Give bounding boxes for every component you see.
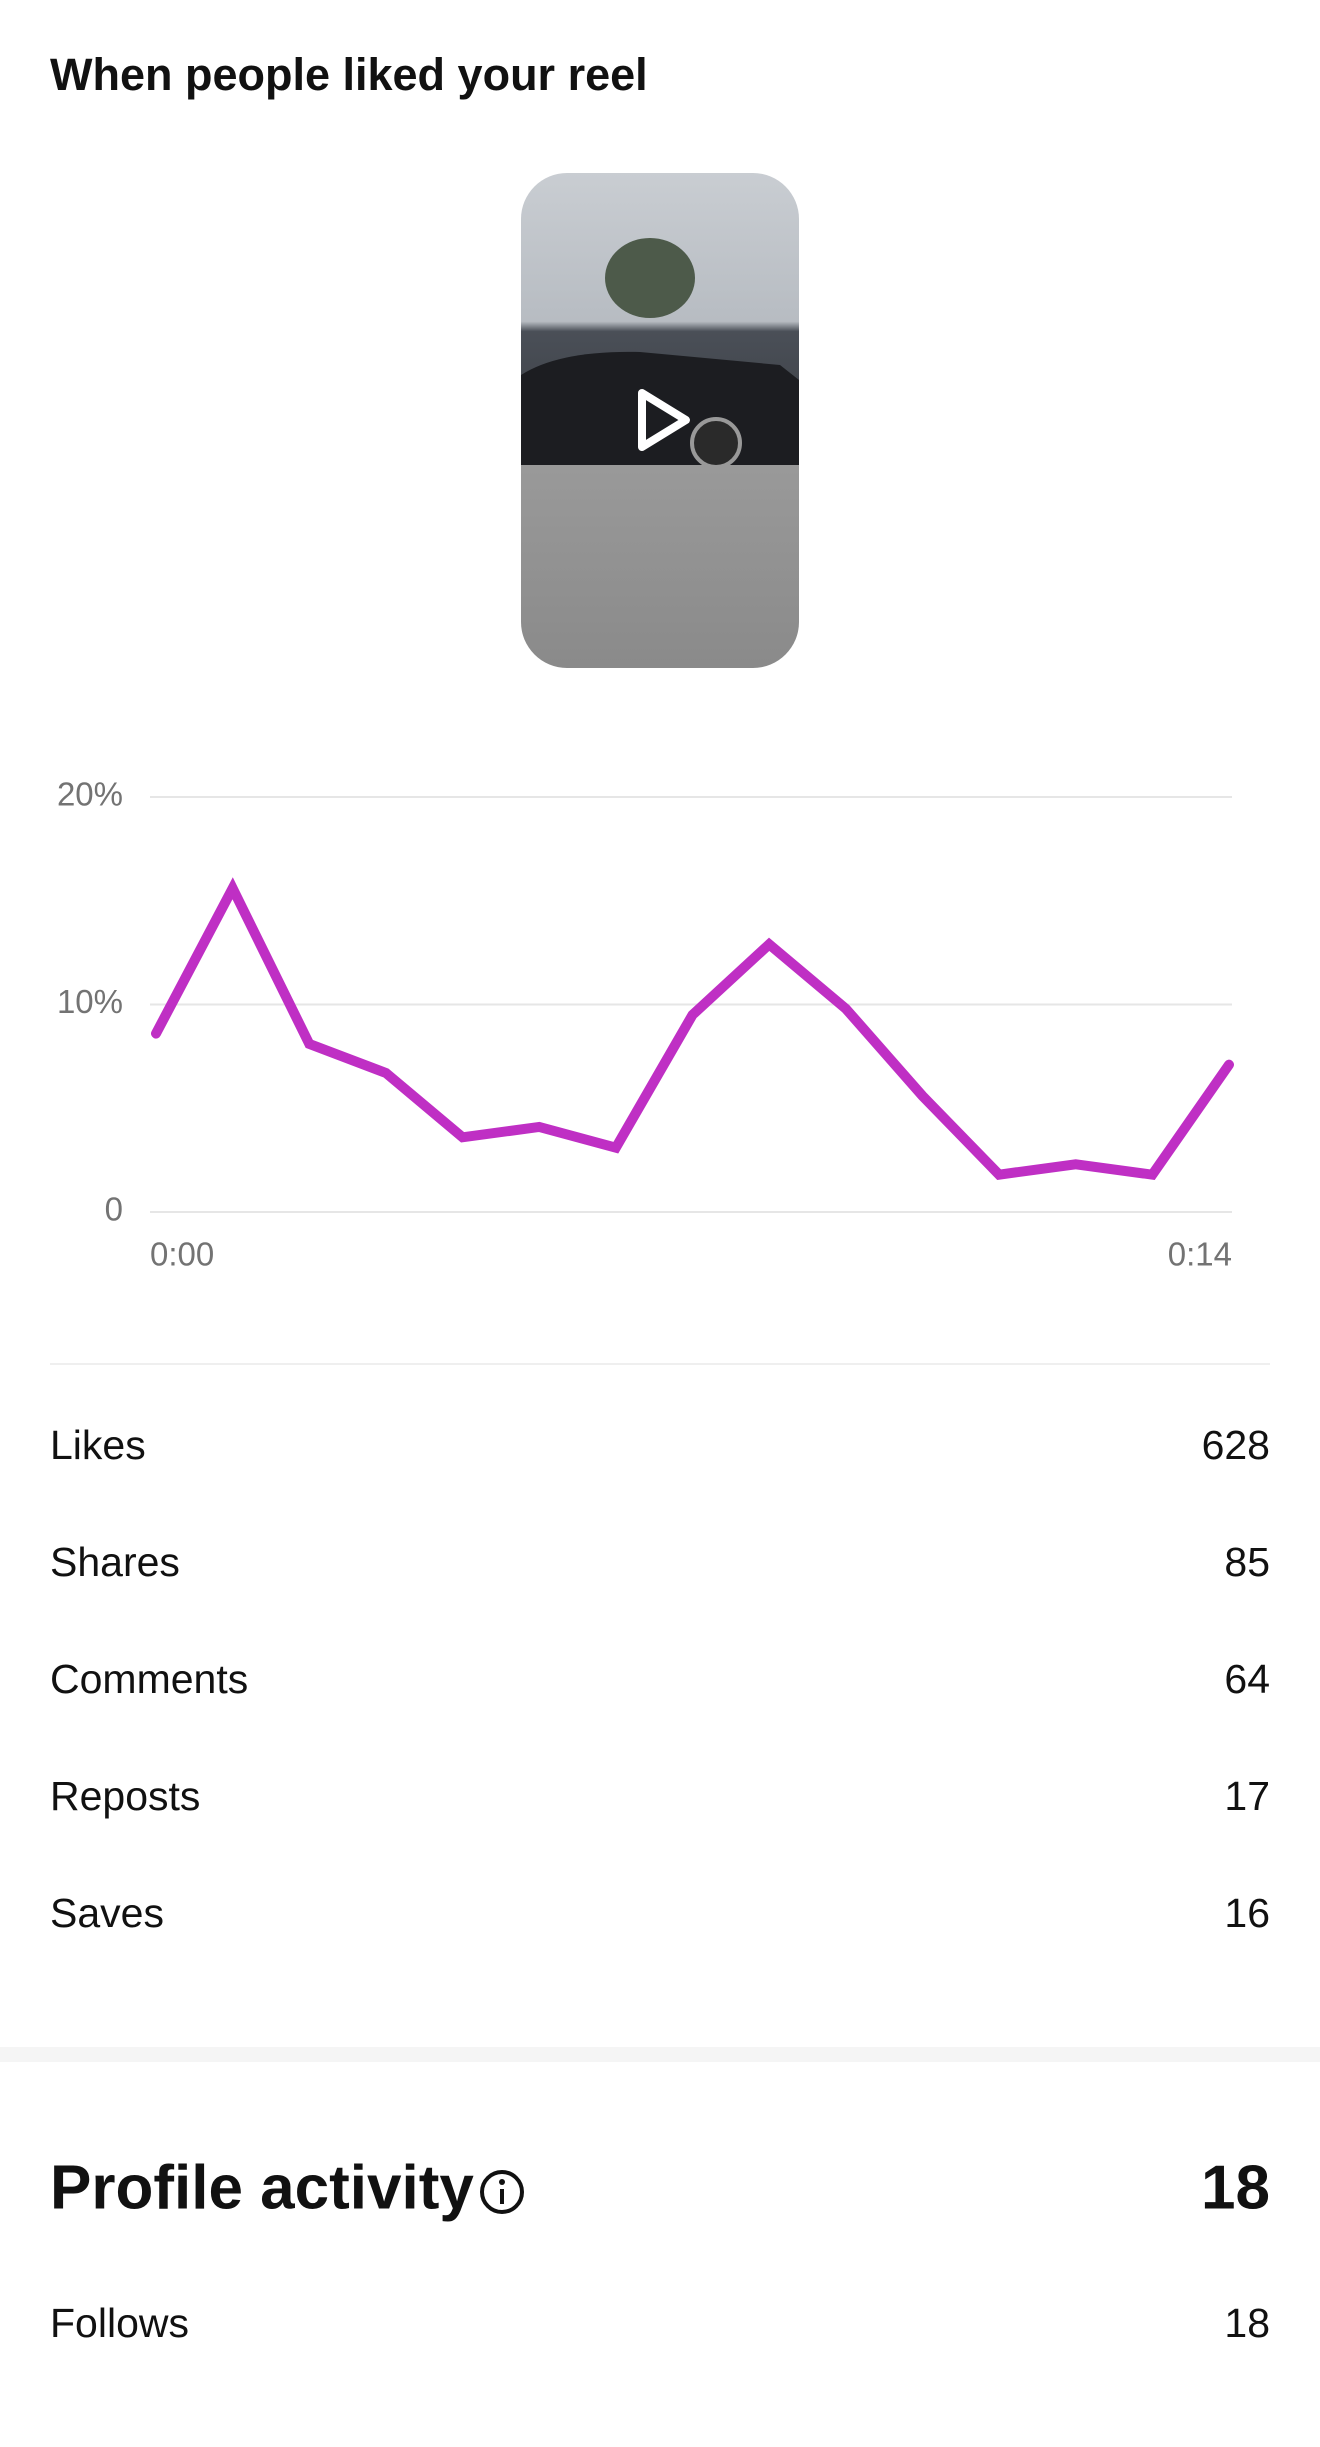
x-tick-label: 0:00 bbox=[150, 1236, 214, 1273]
metric-value: 17 bbox=[1224, 1773, 1270, 1819]
metric-value: 16 bbox=[1224, 1890, 1270, 1936]
play-icon bbox=[638, 389, 690, 451]
profile-activity-total: 18 bbox=[1201, 2153, 1270, 2222]
metric-label: Comments bbox=[50, 1656, 248, 1702]
reel-thumbnail[interactable] bbox=[521, 173, 799, 668]
line-series bbox=[151, 877, 1234, 1181]
metric-label: Shares bbox=[50, 1539, 180, 1585]
metric-label: Likes bbox=[50, 1422, 146, 1468]
y-tick-label: 0 bbox=[105, 1191, 123, 1228]
metric-value: 85 bbox=[1224, 1539, 1270, 1585]
metric-value: 64 bbox=[1224, 1656, 1270, 1702]
wheel bbox=[690, 417, 742, 469]
metric-value: 628 bbox=[1202, 1422, 1270, 1468]
profile-activity-title: Profile activity bbox=[50, 2153, 474, 2222]
info-icon[interactable] bbox=[480, 2170, 524, 2214]
metric-label: Reposts bbox=[50, 1773, 200, 1819]
y-tick-label: 10% bbox=[57, 983, 123, 1020]
activity-label: Follows bbox=[50, 2300, 189, 2346]
section-separator bbox=[0, 2047, 1320, 2062]
y-tick-label: 20% bbox=[57, 776, 123, 813]
x-tick-label: 0:14 bbox=[1168, 1236, 1232, 1273]
tree bbox=[605, 238, 695, 318]
section-title: When people liked your reel bbox=[50, 49, 648, 100]
activity-value: 18 bbox=[1224, 2300, 1270, 2346]
metric-label: Saves bbox=[50, 1890, 164, 1936]
